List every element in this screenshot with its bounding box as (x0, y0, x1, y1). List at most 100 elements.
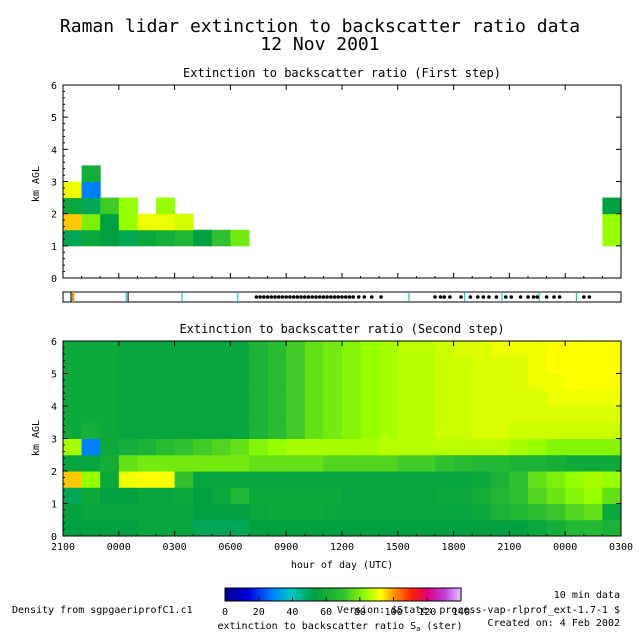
heatmap-cell (156, 357, 176, 374)
heatmap-cell (81, 373, 101, 391)
heatmap-cell (249, 471, 269, 488)
plot-frame (62, 84, 622, 279)
heatmap-cell (397, 406, 417, 423)
heatmap-cell (193, 229, 213, 247)
heatmap-cell (453, 438, 473, 456)
heatmap-cell (416, 438, 436, 456)
heatmap-cell (211, 454, 231, 472)
heatmap-cell (342, 487, 362, 504)
heatmap-cell (304, 438, 324, 456)
strip-dot (321, 295, 326, 299)
heatmap-cell (193, 422, 213, 439)
heatmap-cell (490, 454, 510, 472)
panel1-ylabel: km AGL (31, 166, 42, 202)
heatmap-cell (509, 406, 529, 423)
heatmap-cell (81, 197, 101, 215)
y-tick-label: 5 (51, 370, 57, 381)
heatmap-cell (583, 341, 603, 358)
heatmap-cell (211, 373, 231, 391)
heatmap-cell (453, 373, 473, 391)
colorbar (224, 587, 462, 602)
heatmap-cell (100, 213, 120, 231)
heatmap-cell (137, 341, 157, 358)
strip-dot (379, 295, 383, 299)
heatmap-cell (472, 519, 492, 537)
heatmap-cell (472, 487, 492, 504)
heatmap-cell (565, 357, 585, 374)
heatmap-cell (416, 487, 436, 504)
heatmap-cell (397, 438, 417, 456)
heatmap-cell (490, 406, 510, 423)
heatmap-cell (435, 422, 455, 439)
y-tick-label: 0 (51, 532, 57, 543)
heatmap-cell (583, 406, 603, 423)
heatmap-cell (211, 487, 231, 504)
heatmap-cell (416, 422, 436, 439)
heatmap-cell (379, 471, 399, 488)
strip-dot (448, 295, 452, 299)
heatmap-cell (602, 519, 622, 537)
heatmap-cell (137, 503, 157, 521)
heatmap-cell (230, 341, 250, 358)
heatmap-cell (118, 213, 138, 231)
colorbar-tick-label: 60 (320, 607, 332, 618)
heatmap-cell (509, 341, 529, 358)
heatmap-cell (472, 357, 492, 374)
x-tick-label: 1200 (330, 542, 354, 553)
heatmap-cell (565, 389, 585, 407)
heatmap-cell (193, 438, 213, 456)
heatmap-cell (379, 341, 399, 358)
heatmap-cell (565, 406, 585, 423)
heatmap-cell (156, 519, 176, 537)
heatmap-cell (602, 373, 622, 391)
heatmap-cell (546, 471, 566, 488)
heatmap-cell (360, 519, 380, 537)
heatmap-cell (379, 519, 399, 537)
heatmap-cell (118, 389, 138, 407)
heatmap-cell (156, 487, 176, 504)
heatmap-cell (249, 373, 269, 391)
heatmap-cell (286, 389, 306, 407)
heatmap-cell (193, 389, 213, 407)
panel2-axes: 0 1 2 3 4 5 6 2100 0000 0300 0600 0900 1200 1500 1800 2… (51, 337, 633, 553)
heatmap-cell (118, 357, 138, 374)
colorbar-tick-label: 140 (452, 607, 470, 618)
heatmap-cell (342, 406, 362, 423)
heatmap-cell (174, 519, 194, 537)
heatmap-cell (472, 389, 492, 407)
strip-dot (544, 295, 549, 299)
heatmap-cell (360, 422, 380, 439)
heatmap-cell (416, 389, 436, 407)
heatmap-cell (137, 471, 157, 488)
strip-dot (343, 295, 348, 299)
panel2-title: Extinction to backscatter ratio (Second … (179, 322, 504, 336)
heatmap-cell (304, 471, 324, 488)
strip-dot (332, 295, 337, 299)
heatmap-cell (397, 503, 417, 521)
heatmap-cell (546, 389, 566, 407)
heatmap-cell (230, 471, 250, 488)
heatmap-cell (286, 373, 306, 391)
heatmap-cell (137, 519, 157, 537)
heatmap-cell (323, 357, 343, 374)
heatmap-cell (63, 181, 83, 199)
heatmap-cell (267, 341, 287, 358)
heatmap-cell (230, 373, 250, 391)
strip-dot (295, 295, 300, 299)
heatmap-cell (509, 422, 529, 439)
heatmap-cell (490, 519, 510, 537)
heatmap-cell (472, 454, 492, 472)
strip-dot (340, 295, 344, 299)
heatmap-cell (435, 438, 455, 456)
heatmap-cell (472, 503, 492, 521)
heatmap-cell (435, 373, 455, 391)
strip-dot (288, 295, 292, 299)
strip-dot (518, 295, 523, 299)
y-tick-label: 2 (51, 467, 57, 478)
heatmap-cell (137, 422, 157, 439)
heatmap-cell (602, 471, 622, 488)
heatmap-cell (81, 487, 101, 504)
heatmap-cell (490, 503, 510, 521)
heatmap-cell (211, 422, 231, 439)
heatmap-cell (63, 454, 83, 472)
